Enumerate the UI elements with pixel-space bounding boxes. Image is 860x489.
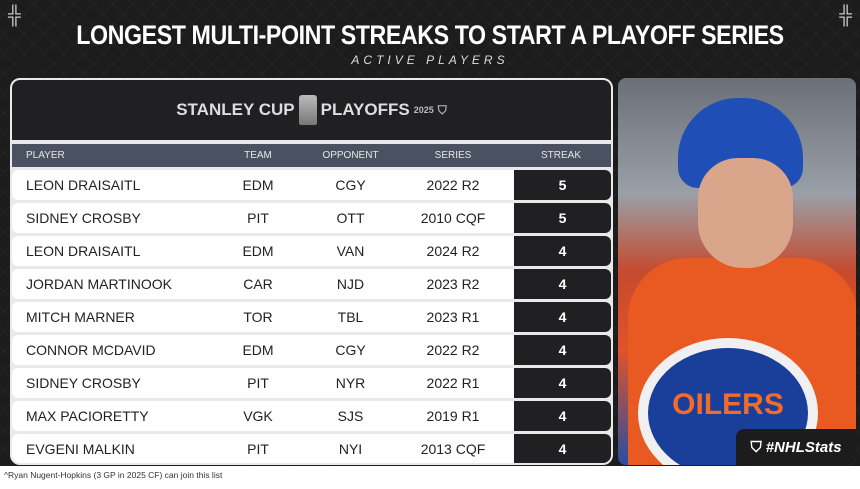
page-title: LONGEST MULTI-POINT STREAKS TO START A P… xyxy=(76,20,784,50)
cell-player: LEON DRAISAITL xyxy=(26,177,141,193)
cell-team: VGK xyxy=(243,408,273,424)
logo-left-text: STANLEY CUP xyxy=(176,100,295,119)
table-row: SIDNEY CROSBY PIT NYR 2022 R1 4 xyxy=(12,368,611,398)
cell-player: SIDNEY CROSBY xyxy=(26,210,141,226)
cell-streak: 5 xyxy=(514,170,611,200)
nhl-stats-hashtag: ⛉ #NHLStats xyxy=(736,429,856,465)
header-series: SERIES xyxy=(434,150,472,161)
cell-series: 2024 R2 xyxy=(426,243,480,259)
hashtag-text: #NHLStats xyxy=(765,438,842,456)
cell-team: TOR xyxy=(243,309,273,325)
table-row: LEON DRAISAITL EDM CGY 2022 R2 5 xyxy=(12,170,611,200)
table-row: MITCH MARNER TOR TBL 2023 R1 4 xyxy=(12,302,611,332)
cell-opponent: CGY xyxy=(335,177,366,193)
cell-player: SIDNEY CROSBY xyxy=(26,375,141,391)
cell-team: PIT xyxy=(247,375,269,391)
face xyxy=(698,158,793,268)
logo-year: 2025 xyxy=(413,105,434,115)
corner-ornament-icon: ╬ xyxy=(8,5,21,25)
cell-team: CAR xyxy=(243,276,273,292)
subtitle: ACTIVE PLAYERS xyxy=(351,53,509,67)
table-row: CONNOR MCDAVID EDM CGY 2022 R2 4 xyxy=(12,335,611,365)
cell-series: 2019 R1 xyxy=(426,408,480,424)
cell-streak: 4 xyxy=(514,368,611,398)
cell-player: JORDAN MARTINOOK xyxy=(26,276,172,292)
table-row: JORDAN MARTINOOK CAR NJD 2023 R2 4 xyxy=(12,269,611,299)
cell-team: PIT xyxy=(247,210,269,226)
cell-series: 2022 R1 xyxy=(426,375,480,391)
logo-right-text: PLAYOFFS xyxy=(320,100,410,119)
cell-player: MITCH MARNER xyxy=(26,309,135,325)
stanley-cup-playoffs-logo: STANLEY CUP PLAYOFFS 2025 ⛉ xyxy=(12,80,611,140)
cell-streak: 4 xyxy=(514,269,611,299)
nhl-shield-icon: ⛉ xyxy=(437,102,447,117)
crest-text: OILERS xyxy=(672,388,784,421)
cell-opponent: NYR xyxy=(335,375,366,391)
table-row: SIDNEY CROSBY PIT OTT 2010 CQF 5 xyxy=(12,203,611,233)
cell-player: CONNOR MCDAVID xyxy=(26,342,156,358)
header-opponent: OPPONENT xyxy=(322,150,379,161)
cell-team: PIT xyxy=(247,441,269,457)
cell-series: 2022 R2 xyxy=(426,342,480,358)
cell-opponent: CGY xyxy=(335,342,366,358)
header-player: PLAYER xyxy=(26,150,65,161)
table-row: EVGENI MALKIN PIT NYI 2013 CQF 4 xyxy=(12,434,611,463)
cell-series: 2022 R2 xyxy=(426,177,480,193)
nhl-shield-icon: ⛉ xyxy=(750,438,762,456)
cell-series: 2013 CQF xyxy=(420,441,486,457)
cell-player: MAX PACIORETTY xyxy=(26,408,149,424)
table-row: LEON DRAISAITL EDM VAN 2024 R2 4 xyxy=(12,236,611,266)
cell-series: 2010 CQF xyxy=(420,210,486,226)
cell-opponent: OTT xyxy=(336,210,365,226)
corner-ornament-icon: ╬ xyxy=(839,5,852,25)
player-photo: OILERS ⛉ #NHLStats xyxy=(618,78,856,465)
cell-team: EDM xyxy=(242,342,274,358)
table-row: MAX PACIORETTY VGK SJS 2019 R1 4 xyxy=(12,401,611,431)
footnote: ^Ryan Nugent-Hopkins (3 GP in 2025 CF) c… xyxy=(4,470,223,480)
cell-opponent: TBL xyxy=(337,309,364,325)
cell-streak: 4 xyxy=(514,401,611,431)
cell-streak: 4 xyxy=(514,236,611,266)
cell-opponent: NJD xyxy=(336,276,365,292)
cell-team: EDM xyxy=(242,177,274,193)
cell-opponent: NYI xyxy=(338,441,363,457)
header-team: TEAM xyxy=(244,150,272,161)
cell-streak: 4 xyxy=(514,302,611,332)
cell-team: EDM xyxy=(242,243,274,259)
cell-streak: 4 xyxy=(514,434,611,463)
cell-player: LEON DRAISAITL xyxy=(26,243,141,259)
streaks-table: STANLEY CUP PLAYOFFS 2025 ⛉ PLAYER TEAM … xyxy=(10,78,613,465)
header-streak: STREAK xyxy=(540,150,581,161)
stanley-cup-icon xyxy=(298,95,317,125)
cell-streak: 5 xyxy=(514,203,611,233)
cell-series: 2023 R2 xyxy=(426,276,480,292)
cell-streak: 4 xyxy=(514,335,611,365)
cell-series: 2023 R1 xyxy=(426,309,480,325)
cell-player: EVGENI MALKIN xyxy=(26,441,135,457)
cell-opponent: VAN xyxy=(336,243,365,259)
cell-opponent: SJS xyxy=(337,408,364,424)
table-header: PLAYER TEAM OPPONENT SERIES STREAK xyxy=(12,144,611,167)
